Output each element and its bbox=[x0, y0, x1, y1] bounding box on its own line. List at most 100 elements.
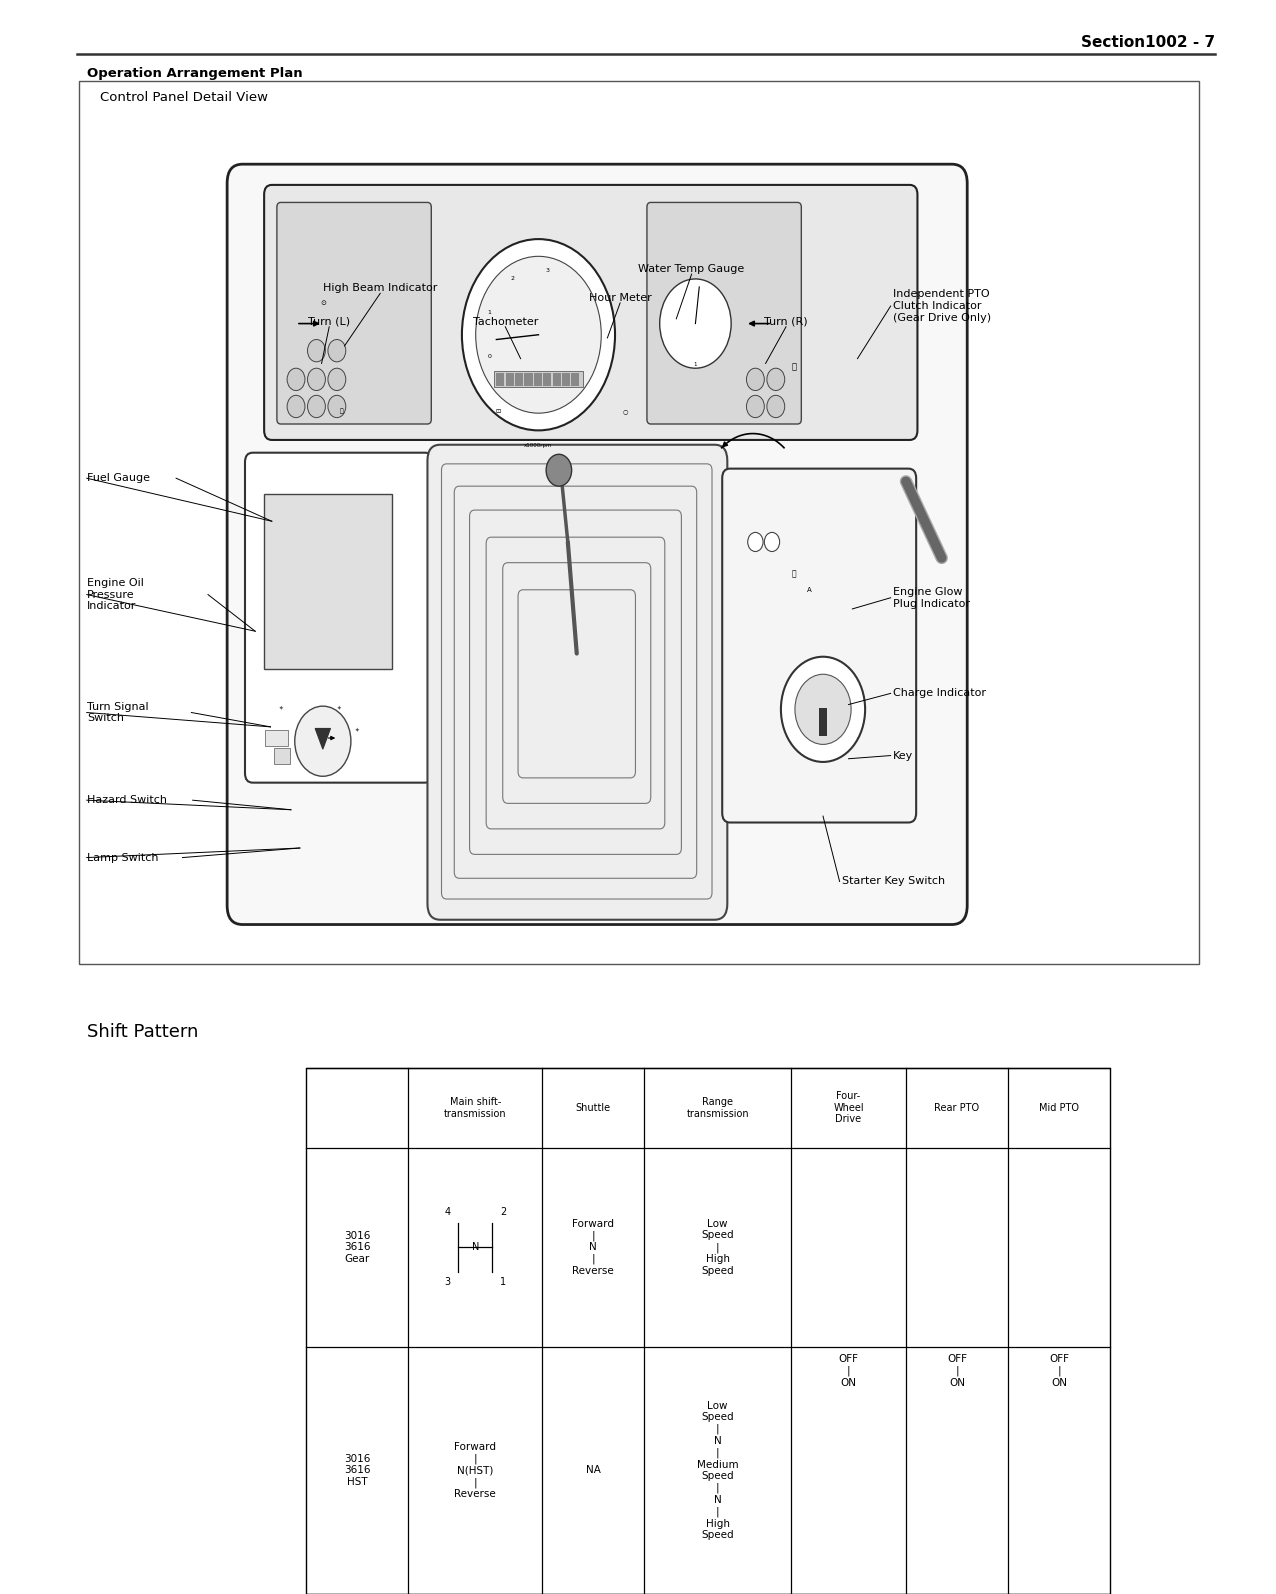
Text: 2: 2 bbox=[500, 1207, 507, 1218]
Text: NA: NA bbox=[586, 1465, 601, 1476]
Text: 1: 1 bbox=[694, 362, 697, 367]
Text: OFF
|
ON: OFF | ON bbox=[947, 1353, 967, 1388]
Text: Independent PTO
Clutch Indicator
(Gear Drive Only): Independent PTO Clutch Indicator (Gear D… bbox=[893, 290, 991, 322]
Circle shape bbox=[746, 395, 764, 418]
Text: A: A bbox=[806, 587, 812, 593]
FancyBboxPatch shape bbox=[427, 445, 727, 920]
Circle shape bbox=[748, 532, 763, 552]
Text: Four-
Wheel
Drive: Four- Wheel Drive bbox=[833, 1092, 864, 1124]
Bar bbox=[572, 373, 579, 386]
Bar bbox=[306, 1068, 1110, 1594]
Text: Section1002 - 7: Section1002 - 7 bbox=[1081, 35, 1215, 49]
Circle shape bbox=[308, 368, 325, 391]
FancyBboxPatch shape bbox=[245, 453, 433, 783]
Text: Main shift-
transmission: Main shift- transmission bbox=[444, 1097, 507, 1119]
Text: Hazard Switch: Hazard Switch bbox=[87, 795, 167, 805]
Text: Mid PTO: Mid PTO bbox=[1039, 1103, 1079, 1113]
Text: Engine Oil
Pressure
Indicator: Engine Oil Pressure Indicator bbox=[87, 579, 144, 611]
FancyBboxPatch shape bbox=[227, 164, 967, 925]
Text: Control Panel Detail View: Control Panel Detail View bbox=[100, 91, 268, 104]
Circle shape bbox=[328, 340, 346, 362]
Bar bbox=[553, 373, 560, 386]
Text: Low
Speed
|
High
Speed: Low Speed | High Speed bbox=[702, 1219, 734, 1275]
Bar bbox=[819, 708, 827, 736]
Bar bbox=[544, 373, 551, 386]
Polygon shape bbox=[315, 728, 330, 749]
Text: OFF
|
ON: OFF | ON bbox=[838, 1353, 859, 1388]
Bar bbox=[516, 373, 523, 386]
Text: Lamp Switch: Lamp Switch bbox=[87, 853, 158, 862]
Circle shape bbox=[767, 368, 785, 391]
Text: Rear PTO: Rear PTO bbox=[934, 1103, 980, 1113]
Text: ⊙: ⊙ bbox=[320, 300, 325, 306]
FancyBboxPatch shape bbox=[647, 202, 801, 424]
Text: ○: ○ bbox=[623, 408, 628, 414]
Circle shape bbox=[746, 368, 764, 391]
Text: Forward
|
N
|
Reverse: Forward | N | Reverse bbox=[573, 1218, 614, 1277]
Circle shape bbox=[781, 657, 865, 762]
Text: ✦: ✦ bbox=[355, 727, 360, 733]
Text: Starter Key Switch: Starter Key Switch bbox=[842, 877, 946, 886]
Bar bbox=[79, 81, 1199, 964]
Text: ✦: ✦ bbox=[337, 705, 342, 711]
Circle shape bbox=[295, 706, 351, 776]
Text: 🔒: 🔒 bbox=[791, 362, 796, 371]
FancyBboxPatch shape bbox=[722, 469, 916, 823]
Bar bbox=[496, 373, 504, 386]
Text: 3016
3616
HST: 3016 3616 HST bbox=[345, 1454, 370, 1487]
Text: 3: 3 bbox=[444, 1277, 450, 1288]
Text: Charge Indicator: Charge Indicator bbox=[893, 689, 986, 698]
Text: 1: 1 bbox=[487, 309, 491, 316]
Text: 4: 4 bbox=[444, 1207, 450, 1218]
Text: Range
transmission: Range transmission bbox=[686, 1097, 749, 1119]
Circle shape bbox=[476, 257, 601, 413]
Text: Tachometer: Tachometer bbox=[472, 317, 538, 327]
Circle shape bbox=[764, 532, 780, 552]
Text: Turn Signal
Switch: Turn Signal Switch bbox=[87, 701, 148, 724]
Text: 3016
3616
Gear: 3016 3616 Gear bbox=[345, 1231, 370, 1264]
Circle shape bbox=[287, 368, 305, 391]
Circle shape bbox=[795, 674, 851, 744]
Text: Forward
|
N(HST)
|
Reverse: Forward | N(HST) | Reverse bbox=[454, 1441, 496, 1500]
Bar bbox=[533, 373, 542, 386]
Circle shape bbox=[328, 395, 346, 418]
Circle shape bbox=[328, 368, 346, 391]
Circle shape bbox=[308, 395, 325, 418]
Text: ⓘ: ⓘ bbox=[791, 569, 796, 579]
Text: Turn (L): Turn (L) bbox=[308, 317, 351, 327]
Text: 1: 1 bbox=[500, 1277, 507, 1288]
Text: Hour Meter: Hour Meter bbox=[588, 293, 652, 303]
Text: 0: 0 bbox=[487, 354, 491, 360]
Bar bbox=[494, 371, 583, 387]
Bar bbox=[561, 373, 570, 386]
Text: Key: Key bbox=[893, 751, 914, 760]
Bar bbox=[265, 730, 288, 746]
Text: Shift Pattern: Shift Pattern bbox=[87, 1023, 198, 1041]
Text: Fuel Gauge: Fuel Gauge bbox=[87, 473, 149, 483]
Bar bbox=[264, 494, 392, 669]
Circle shape bbox=[287, 395, 305, 418]
Bar bbox=[274, 748, 290, 764]
Circle shape bbox=[308, 340, 325, 362]
Text: Water Temp Gauge: Water Temp Gauge bbox=[638, 265, 745, 274]
Text: Engine Glow
Plug Indicator: Engine Glow Plug Indicator bbox=[893, 587, 970, 609]
Text: High Beam Indicator: High Beam Indicator bbox=[323, 284, 438, 293]
Text: 2: 2 bbox=[510, 276, 514, 281]
Text: ⊡: ⊡ bbox=[495, 408, 500, 414]
Text: Turn (R): Turn (R) bbox=[764, 317, 808, 327]
Text: 3: 3 bbox=[546, 268, 550, 273]
Text: x1000rpm: x1000rpm bbox=[524, 443, 553, 448]
Text: OFF
|
ON: OFF | ON bbox=[1049, 1353, 1069, 1388]
Text: Operation Arrangement Plan: Operation Arrangement Plan bbox=[87, 67, 302, 80]
Circle shape bbox=[767, 395, 785, 418]
Bar bbox=[505, 373, 514, 386]
Circle shape bbox=[546, 454, 572, 486]
Text: Shuttle: Shuttle bbox=[575, 1103, 611, 1113]
Circle shape bbox=[660, 279, 731, 368]
Text: N: N bbox=[472, 1242, 478, 1253]
FancyBboxPatch shape bbox=[277, 202, 431, 424]
Circle shape bbox=[462, 239, 615, 430]
Text: ✦: ✦ bbox=[278, 705, 283, 711]
Bar bbox=[524, 373, 532, 386]
Text: ⓕ: ⓕ bbox=[341, 408, 343, 414]
